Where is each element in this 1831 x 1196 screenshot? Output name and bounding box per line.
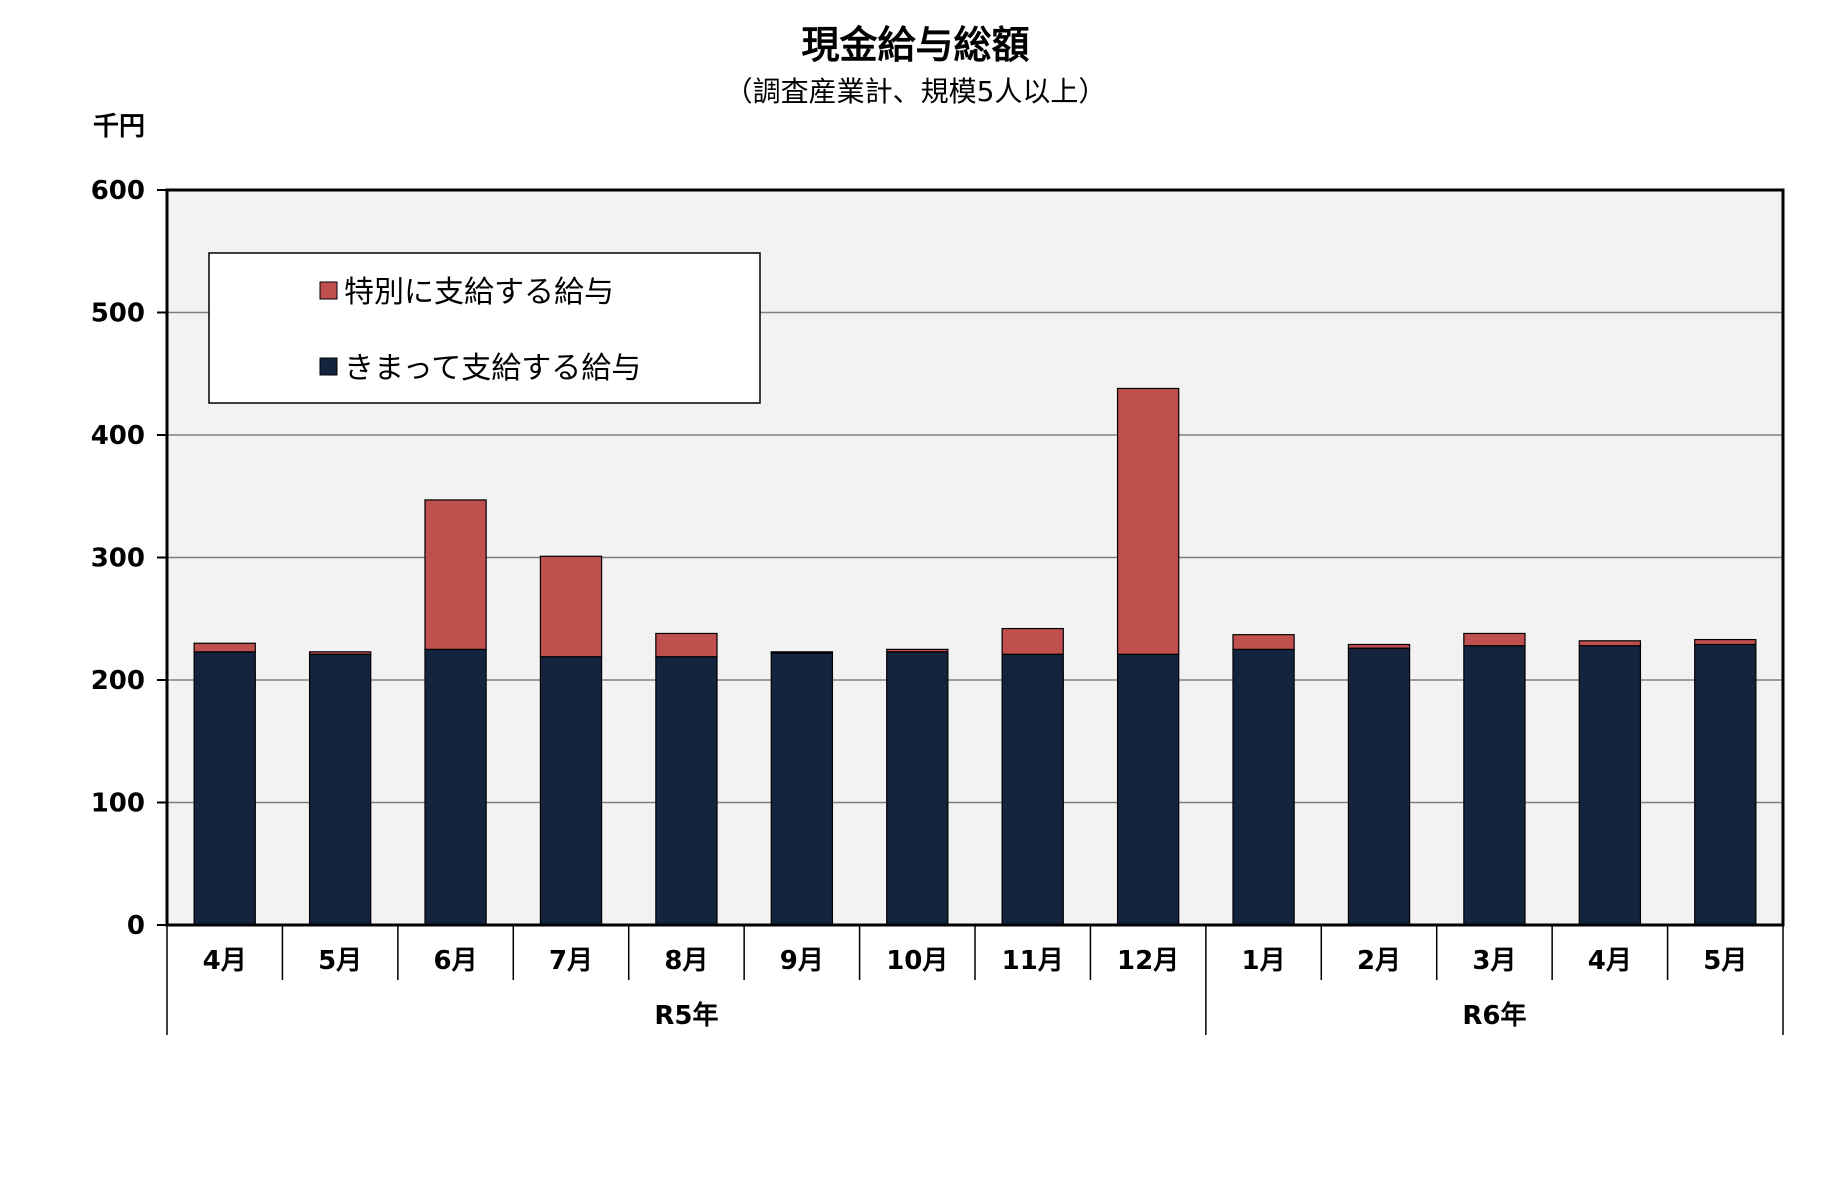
bar-special-pay <box>1232 634 1295 650</box>
x-tick-label: 9月 <box>780 946 824 976</box>
bar-regular-pay <box>1578 645 1642 926</box>
x-tick-label: 3月 <box>1472 946 1516 976</box>
chart-subtitle: （調査産業計、規模5人以上） <box>724 75 1107 108</box>
bar-regular-pay <box>886 651 949 926</box>
legend-label: きまって支給する給与 <box>344 351 641 386</box>
legend-label: 特別に支給する給与 <box>344 275 614 310</box>
bar-special-pay <box>1001 627 1064 655</box>
bar-regular-pay <box>770 652 834 926</box>
bar-special-pay <box>424 499 487 650</box>
bar-special-pay <box>770 651 834 654</box>
x-tick-label: 10月 <box>886 946 948 976</box>
bar-regular-pay <box>539 656 603 926</box>
bars <box>193 387 1757 926</box>
bar-regular-pay <box>193 651 256 926</box>
bar-special-pay <box>308 651 372 655</box>
bar-regular-pay <box>424 648 487 926</box>
bar-special-pay <box>539 555 603 658</box>
bar-regular-pay <box>655 656 718 926</box>
bar-special-pay <box>655 632 718 658</box>
y-tick-label: 500 <box>91 299 145 329</box>
legend-swatch <box>319 281 338 300</box>
bar-special-pay <box>886 648 949 653</box>
bar-regular-pay <box>1116 653 1180 926</box>
bar-regular-pay <box>308 653 372 926</box>
bar-special-pay <box>1694 638 1757 646</box>
x-tick-label: 7月 <box>549 946 593 976</box>
chart-title: 現金給与総額 <box>801 23 1030 67</box>
y-tick-label: 0 <box>127 911 145 941</box>
x-tick-label: 5月 <box>1703 946 1747 976</box>
legend-swatch <box>319 357 338 376</box>
bar-regular-pay <box>1694 643 1757 926</box>
x-axis: 4月 5月 6月 7月 8月 9月 10月 11月 12月 1月 2月 3月 4月 5月 R5年 R6年 <box>166 925 1784 1035</box>
x-group-label: R5年 <box>654 1000 718 1031</box>
x-tick-label: 2月 <box>1357 946 1401 976</box>
bar-special-pay <box>193 642 256 653</box>
bar-special-pay <box>1578 640 1642 647</box>
y-axis: 0 100 200 300 400 500 600 <box>91 176 167 941</box>
x-tick-label: 12月 <box>1117 946 1179 976</box>
bar-regular-pay <box>1463 645 1526 926</box>
bar-special-pay <box>1347 643 1411 649</box>
bar-special-pay <box>1116 387 1180 655</box>
x-tick-label: 1月 <box>1242 946 1286 976</box>
x-group-label: R6年 <box>1462 1000 1526 1031</box>
y-tick-label: 300 <box>91 544 145 574</box>
bar-regular-pay <box>1232 648 1295 926</box>
y-axis-label: 千円 <box>93 112 145 142</box>
x-tick-label: 11月 <box>1002 946 1064 976</box>
x-tick-label: 6月 <box>434 946 478 976</box>
y-tick-label: 600 <box>91 176 145 206</box>
x-tick-label: 4月 <box>1588 946 1632 976</box>
bar-regular-pay <box>1347 647 1411 926</box>
y-tick-label: 200 <box>91 666 145 696</box>
bar-regular-pay <box>1001 653 1064 926</box>
bar-special-pay <box>1463 632 1526 647</box>
y-tick-label: 400 <box>91 421 145 451</box>
y-tick-label: 100 <box>91 789 145 819</box>
legend-box <box>208 252 761 404</box>
x-tick-label: 8月 <box>664 946 708 976</box>
x-tick-label: 4月 <box>203 946 247 976</box>
x-tick-label: 5月 <box>318 946 362 976</box>
